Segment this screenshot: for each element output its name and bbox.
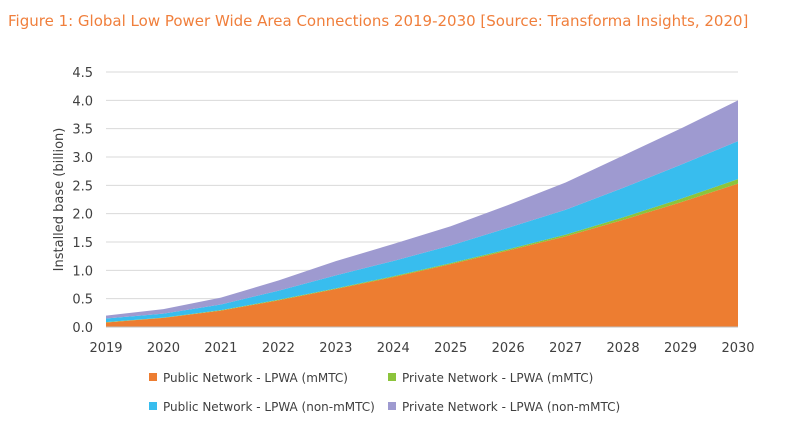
legend-swatch <box>149 373 157 381</box>
legend-label: Public Network - LPWA (non-mMTC) <box>163 400 375 414</box>
chart-title: Figure 1: Global Low Power Wide Area Con… <box>8 12 749 30</box>
x-tick-label: 2024 <box>377 341 410 356</box>
x-tick-label: 2021 <box>204 341 237 356</box>
x-tick-label: 2029 <box>664 341 697 356</box>
y-tick-label: 4.0 <box>72 94 93 109</box>
area-series-1 <box>106 183 738 327</box>
x-tick-label: 2023 <box>319 341 352 356</box>
x-tick-label: 2022 <box>262 341 295 356</box>
x-tick-label: 2027 <box>549 341 582 356</box>
x-tick-label: 2028 <box>607 341 640 356</box>
y-tick-label: 3.0 <box>72 151 93 166</box>
y-tick-label: 1.5 <box>72 236 93 251</box>
y-tick-labels: 0.0 0.5 1.0 1.5 2.0 2.5 3.0 3.5 4.0 4.5 <box>72 66 93 336</box>
legend: Public Network - LPWA (mMTC) Private Netw… <box>149 371 620 414</box>
x-tick-label: 2025 <box>434 341 467 356</box>
x-tick-label: 2020 <box>147 341 180 356</box>
y-tick-label: 4.5 <box>72 66 93 81</box>
x-tick-label: 2030 <box>721 341 754 356</box>
y-tick-label: 2.5 <box>72 179 93 194</box>
legend-label: Private Network - LPWA (mMTC) <box>402 371 593 385</box>
x-tick-label: 2026 <box>492 341 525 356</box>
x-tick-labels: 2019 2020 2021 2022 2023 2024 2025 2026 2027 2028… <box>89 341 754 356</box>
x-tick-label: 2019 <box>89 341 122 356</box>
legend-swatch <box>388 402 396 410</box>
y-tick-label: 0.0 <box>72 321 93 336</box>
legend-label: Public Network - LPWA (mMTC) <box>163 371 348 385</box>
legend-swatch <box>149 402 157 410</box>
y-tick-label: 1.0 <box>72 264 93 279</box>
area-series-group <box>106 100 738 327</box>
y-tick-label: 0.5 <box>72 293 93 308</box>
legend-label: Private Network - LPWA (non-mMTC) <box>402 400 620 414</box>
y-axis-label: Installed base (billion) <box>52 128 67 272</box>
legend-swatch <box>388 373 396 381</box>
y-tick-label: 2.0 <box>72 208 93 223</box>
y-tick-label: 3.5 <box>72 123 93 138</box>
